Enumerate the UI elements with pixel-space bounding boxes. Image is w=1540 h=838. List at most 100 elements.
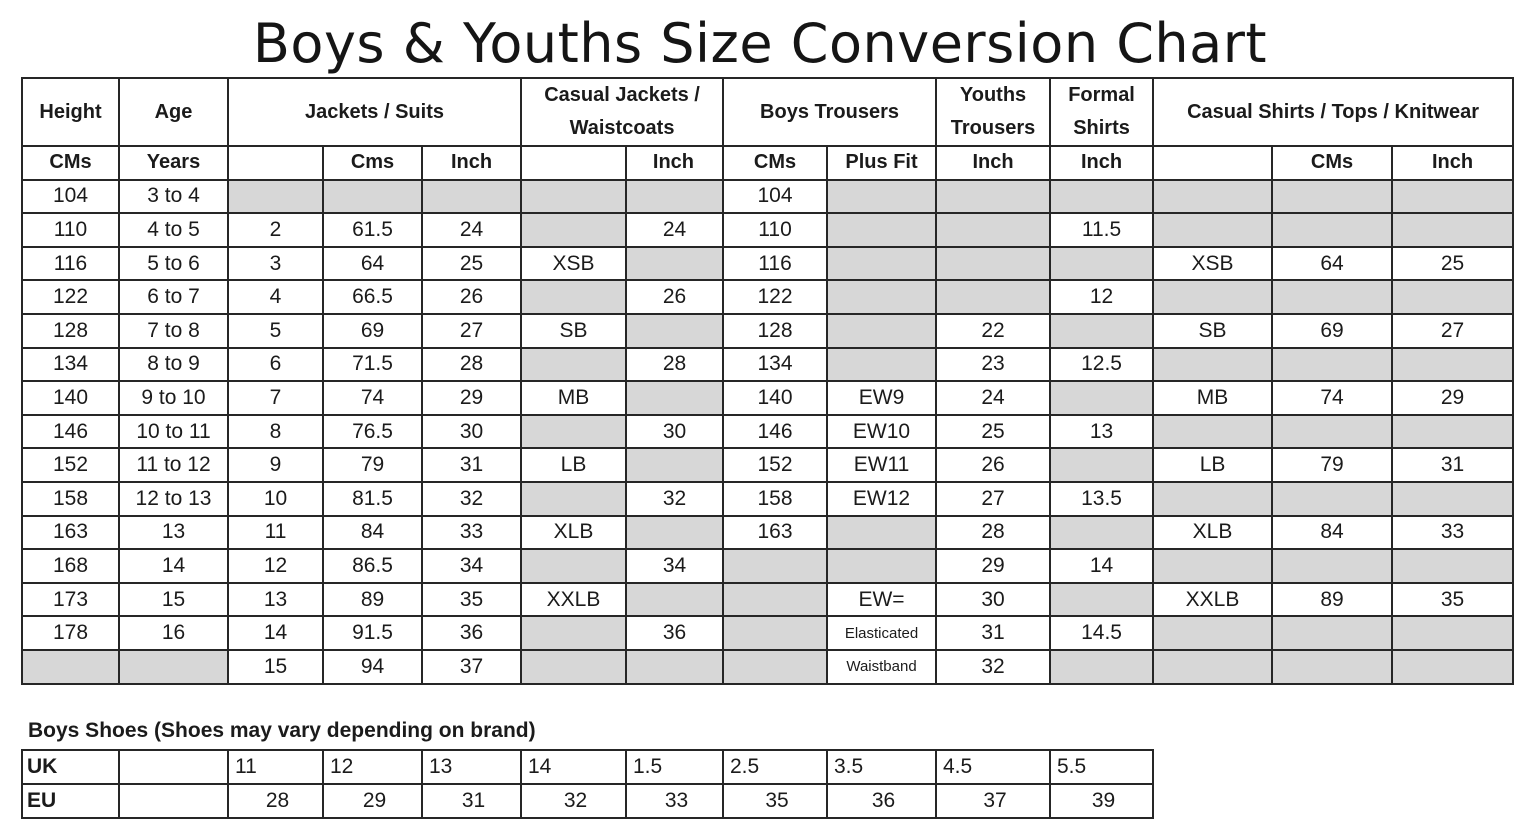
table-cell: 24 — [935, 380, 1052, 416]
table-cell — [826, 178, 938, 215]
table-cell: 74 — [322, 380, 423, 416]
shoes-table: UK 11 12 13 14 1.5 2.5 3.5 4.5 5.5 EU 28… — [21, 749, 1154, 819]
table-cell — [1049, 245, 1155, 282]
table-cell: 26 — [420, 279, 523, 315]
table-cell — [1152, 648, 1274, 685]
subheader-cell — [227, 145, 324, 181]
table-cell: 116 — [21, 245, 120, 282]
table-cell: 128 — [722, 312, 829, 349]
table-cell: 6 — [227, 346, 324, 383]
table-cell: Waistband — [826, 648, 938, 685]
table-cell: 91.5 — [322, 615, 423, 651]
table-cell — [520, 413, 628, 450]
table-row: 116 5 to 6 3 64 25 XSB 116 XSB 64 25 — [21, 245, 1515, 282]
table-cell — [935, 212, 1052, 248]
table-cell: 5 — [227, 312, 324, 349]
table-cell — [1391, 212, 1515, 248]
table-cell: 34 — [420, 548, 523, 584]
table-row: 122 6 to 7 4 66.5 26 26 122 12 — [21, 279, 1515, 315]
table-cell: 168 — [21, 548, 120, 584]
shoes-cell: 36 — [826, 783, 937, 819]
table-cell: 4 — [227, 279, 324, 315]
shoes-cell: 35 — [722, 783, 828, 819]
table-cell: 122 — [722, 279, 829, 315]
table-cell: 11.5 — [1049, 212, 1155, 248]
header-boys-trousers: Boys Trousers — [722, 77, 938, 147]
table-cell: 30 — [420, 413, 523, 450]
subheader-cell: Inch — [1049, 145, 1155, 181]
table-cell — [520, 212, 628, 248]
table-cell — [1152, 279, 1274, 315]
table-cell: 28 — [935, 514, 1052, 551]
table-cell — [1152, 615, 1274, 651]
table-cell: 26 — [625, 279, 725, 315]
table-cell: 10 — [227, 480, 324, 517]
table-cell — [1271, 178, 1394, 215]
table-cell: 29 — [420, 380, 523, 416]
table-cell: 36 — [625, 615, 725, 651]
table-cell — [322, 178, 423, 215]
table-cell — [826, 312, 938, 349]
table-cell: 23 — [935, 346, 1052, 383]
shoes-caption: Boys Shoes (Shoes may vary depending on … — [28, 719, 536, 742]
table-cell: EW10 — [826, 413, 938, 450]
table-cell: 27 — [420, 312, 523, 349]
table-cell: 14 — [227, 615, 324, 651]
table-cell — [1049, 581, 1155, 618]
table-cell: 178 — [21, 615, 120, 651]
table-cell: 24 — [420, 212, 523, 248]
table-cell: 134 — [722, 346, 829, 383]
table-cell: 26 — [935, 447, 1052, 483]
table-cell — [935, 279, 1052, 315]
table-cell: 69 — [1271, 312, 1394, 349]
shoes-cell: 12 — [322, 749, 423, 785]
table-cell — [1152, 346, 1274, 383]
table-cell — [625, 648, 725, 685]
subheader-cell: Inch — [420, 145, 523, 181]
table-cell — [21, 648, 120, 685]
table-cell: 13 — [227, 581, 324, 618]
table-cell: XXLB — [520, 581, 628, 618]
table-cell: 7 to 8 — [118, 312, 229, 349]
table-cell: 32 — [420, 480, 523, 517]
table-cell: 15 — [227, 648, 324, 685]
table-cell: 4 to 5 — [118, 212, 229, 248]
table-cell: 27 — [935, 480, 1052, 517]
table-cell: 31 — [935, 615, 1052, 651]
subheader-cell: CMs — [1271, 145, 1394, 181]
header-formal-line1: Formal — [1068, 84, 1135, 106]
table-cell: 33 — [420, 514, 523, 551]
table-cell: 173 — [21, 581, 120, 618]
table-cell: 61.5 — [322, 212, 423, 248]
table-cell: 140 — [21, 380, 120, 416]
table-cell — [520, 279, 628, 315]
table-cell: 12 — [1049, 279, 1155, 315]
header-casual-shirts: Casual Shirts / Tops / Knitwear — [1152, 77, 1515, 147]
table-cell — [1391, 178, 1515, 215]
table-cell: LB — [1152, 447, 1274, 483]
table-cell: 3 — [227, 245, 324, 282]
table-cell — [722, 581, 829, 618]
table-cell: 146 — [21, 413, 120, 450]
table-cell — [1049, 380, 1155, 416]
shoes-cell: 5.5 — [1049, 749, 1154, 785]
table-row: 173 15 13 89 35 XXLB EW= 30 XXLB 89 35 — [21, 581, 1515, 618]
table-cell: 30 — [935, 581, 1052, 618]
table-cell: 13 — [118, 514, 229, 551]
subheader-cell: Inch — [1391, 145, 1515, 181]
table-cell — [1391, 548, 1515, 584]
shoes-eu-row: EU 28 29 31 32 33 35 36 37 39 — [21, 783, 1154, 819]
table-cell: 134 — [21, 346, 120, 383]
table-cell: 6 to 7 — [118, 279, 229, 315]
header-casual-jackets-line2: Waistcoats — [569, 117, 675, 139]
shoes-cell: 32 — [520, 783, 627, 819]
table-row: 152 11 to 12 9 79 31 LB 152 EW11 26 LB 79 31 — [21, 447, 1515, 483]
table-cell — [722, 548, 829, 584]
table-cell — [625, 447, 725, 483]
table-cell: 74 — [1271, 380, 1394, 416]
table-cell: 84 — [322, 514, 423, 551]
shoes-cell: 1.5 — [625, 749, 724, 785]
table-cell — [1271, 279, 1394, 315]
table-cell: 158 — [722, 480, 829, 517]
table-cell: MB — [520, 380, 628, 416]
